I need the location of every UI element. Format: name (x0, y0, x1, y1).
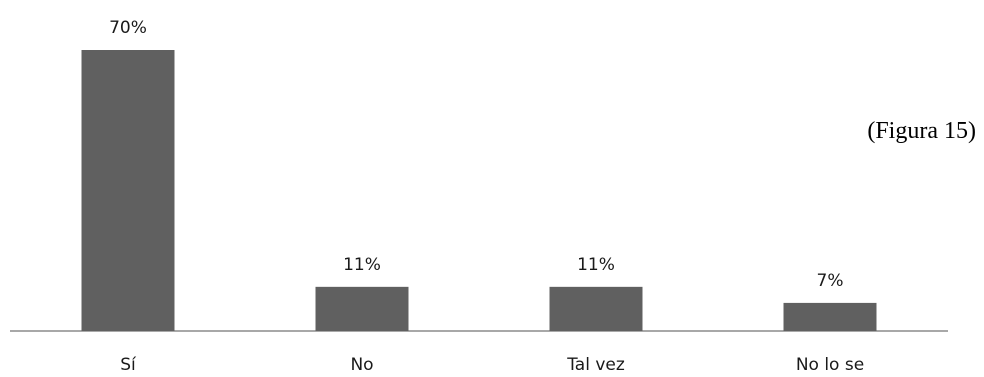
value-label-0: 70% (109, 18, 147, 38)
value-label-1: 11% (343, 255, 381, 275)
value-labels-group: 70% 11% 11% 7% (109, 18, 843, 291)
category-label-1: No (350, 355, 373, 375)
figure-annotation: (Figura 15) (867, 118, 976, 144)
category-label-0: Sí (120, 355, 137, 375)
bars-group (81, 50, 877, 331)
category-label-3: No lo se (796, 355, 864, 375)
category-label-2: Tal vez (566, 355, 625, 375)
value-label-2: 11% (577, 255, 615, 275)
bar-3 (783, 302, 877, 331)
category-labels-group: Sí No Tal vez No lo se (120, 355, 864, 375)
value-label-3: 7% (817, 271, 844, 291)
bar-0 (81, 50, 175, 331)
bar-1 (315, 286, 409, 331)
bar-2 (549, 286, 643, 331)
